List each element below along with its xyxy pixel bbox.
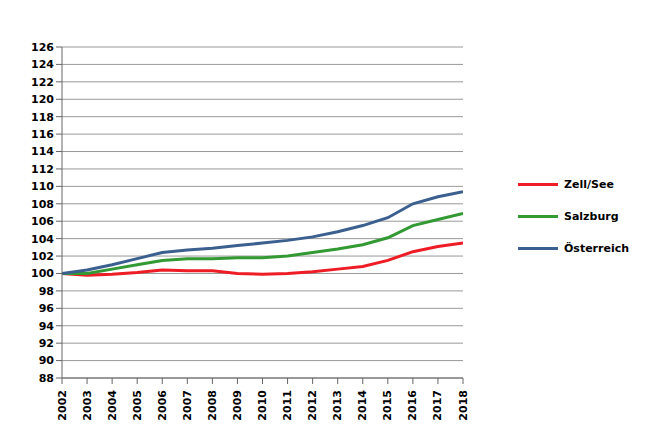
svg-text:120: 120: [31, 93, 54, 106]
svg-text:88: 88: [39, 372, 54, 385]
svg-text:94: 94: [39, 320, 55, 333]
svg-text:2005: 2005: [131, 390, 144, 421]
html-text:Salzburg: Salzburg: [564, 209, 619, 223]
svg-text:2009: 2009: [231, 390, 244, 421]
svg-text:2011: 2011: [281, 390, 294, 421]
svg-text:2003: 2003: [81, 390, 94, 421]
svg-text:122: 122: [31, 76, 54, 89]
html-text:Zell/See: Zell/See: [564, 177, 614, 191]
svg-text:126: 126: [31, 41, 54, 54]
svg-text:2006: 2006: [156, 390, 169, 421]
svg-text:118: 118: [31, 111, 54, 124]
svg-text:108: 108: [31, 198, 54, 211]
svg-text:2007: 2007: [181, 390, 194, 421]
svg-text:112: 112: [31, 163, 54, 176]
svg-text:100: 100: [31, 267, 54, 280]
svg-text:90: 90: [39, 354, 55, 367]
svg-text:2015: 2015: [381, 390, 394, 421]
svg-text:2016: 2016: [406, 390, 419, 421]
svg-text:2013: 2013: [331, 390, 344, 421]
html-text:Österreich: Österreich: [564, 241, 630, 255]
svg-text:104: 104: [31, 233, 54, 246]
svg-text:116: 116: [31, 128, 54, 141]
svg-text:2004: 2004: [106, 390, 119, 421]
svg-text:124: 124: [31, 58, 54, 71]
svg-text:2008: 2008: [206, 390, 219, 421]
svg-text:2018: 2018: [457, 390, 470, 421]
svg-text:98: 98: [39, 285, 54, 298]
svg-text:114: 114: [31, 145, 54, 158]
svg-text:2012: 2012: [306, 390, 319, 421]
svg-text:2010: 2010: [256, 390, 269, 421]
svg-text:92: 92: [39, 337, 54, 350]
svg-text:110: 110: [31, 180, 54, 193]
svg-text:2002: 2002: [56, 390, 69, 421]
svg-text:106: 106: [31, 215, 54, 228]
svg-text:2014: 2014: [356, 390, 369, 421]
svg-text:2017: 2017: [431, 390, 444, 421]
svg-text:102: 102: [31, 250, 54, 263]
svg-text:96: 96: [39, 302, 55, 315]
